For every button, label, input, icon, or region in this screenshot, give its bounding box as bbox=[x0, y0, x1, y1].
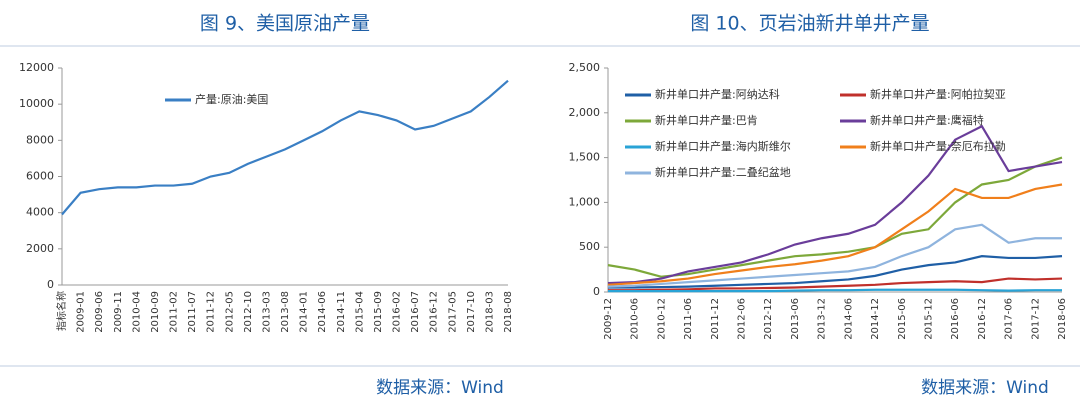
x-tick-label: 2016-07 bbox=[410, 291, 421, 333]
y-tick-label: 2000 bbox=[26, 242, 54, 255]
x-tick-label: 2017-12 bbox=[1030, 298, 1041, 340]
x-tick-label: 2015-09 bbox=[373, 291, 384, 333]
legend-label: 新井单口井产量:阿纳达科 bbox=[655, 87, 780, 101]
series-line bbox=[607, 156, 1063, 278]
x-tick-label: 2010-09 bbox=[150, 291, 161, 333]
x-tick-label: 2017-05 bbox=[447, 291, 458, 333]
y-tick-label: 8000 bbox=[26, 133, 54, 146]
x-tick-label: 2018-03 bbox=[484, 291, 495, 333]
x-tick-label: 2014-01 bbox=[299, 291, 310, 333]
x-tick-label: 2014-11 bbox=[336, 291, 347, 333]
chart-title: 图 10、页岩油新井单井产量 bbox=[690, 13, 929, 35]
x-tick-label: 2016-12 bbox=[429, 291, 440, 333]
x-tick-label: 2010-04 bbox=[131, 291, 142, 333]
legend-label: 新井单口井产量:二叠纪盆地 bbox=[655, 165, 791, 179]
x-tick-label: 2012-05 bbox=[224, 291, 235, 333]
y-tick-label: 1,000 bbox=[569, 195, 601, 208]
x-tick-label: 2010-12 bbox=[656, 298, 667, 340]
legend-label: 产量:原油:美国 bbox=[195, 92, 268, 106]
x-tick-label: 2012-06 bbox=[737, 298, 748, 340]
series-line bbox=[607, 124, 1063, 285]
x-tick-label: 2017-10 bbox=[466, 291, 477, 333]
series-line bbox=[608, 277, 1063, 292]
chart-title: 图 9、美国原油产量 bbox=[200, 13, 370, 35]
series-line bbox=[608, 288, 1062, 293]
y-tick-label: 2,500 bbox=[569, 61, 601, 74]
x-tick-label: 2013-03 bbox=[261, 291, 272, 333]
x-tick-label: 2011-02 bbox=[169, 291, 180, 333]
y-tick-label: 10000 bbox=[19, 97, 54, 110]
series-line bbox=[607, 223, 1062, 288]
x-tick-label: 2009-06 bbox=[94, 291, 105, 333]
x-tick-label: 2015-04 bbox=[354, 291, 365, 333]
legend-label: 新井单口井产量:阿帕拉契亚 bbox=[870, 87, 1006, 101]
x-tick-label: 2013-06 bbox=[790, 298, 801, 340]
series-line bbox=[607, 183, 1063, 286]
x-tick-label: 2014-12 bbox=[870, 298, 881, 340]
x-tick-label: 2012-10 bbox=[243, 291, 254, 333]
source: 数据来源：Wind bbox=[376, 378, 504, 398]
x-tick-label: 2011-12 bbox=[206, 291, 217, 333]
x-tick-label: 2014-06 bbox=[843, 298, 854, 340]
legend-label: 新井单口井产量:奈厄布拉勒 bbox=[870, 139, 1006, 153]
legend-label: 新井单口井产量:鹰福特 bbox=[870, 113, 984, 127]
y-tick-label: 6000 bbox=[26, 170, 54, 183]
x-tick-label: 2015-12 bbox=[923, 298, 934, 340]
x-tick-label: 2014-06 bbox=[317, 291, 328, 333]
y-tick-label: 12000 bbox=[19, 61, 54, 74]
x-tick-label: 2015-06 bbox=[897, 298, 908, 340]
x-tick-label: 2009-11 bbox=[113, 291, 124, 333]
x-tick-label: 2009-01 bbox=[76, 291, 87, 333]
x-tick-label: 2011-07 bbox=[187, 291, 198, 333]
series-line bbox=[608, 255, 1063, 289]
series-line bbox=[61, 79, 509, 216]
x-tick-label: 2016-02 bbox=[392, 291, 403, 333]
x-tick-label: 2018-08 bbox=[503, 291, 514, 333]
x-tick-label: 2010-06 bbox=[630, 298, 641, 340]
source: 数据来源：Wind bbox=[921, 378, 1049, 398]
legend-label: 新井单口井产量:海内斯维尔 bbox=[655, 139, 791, 153]
x-tick-label: 2018-06 bbox=[1057, 298, 1068, 340]
y-tick-label: 0 bbox=[593, 285, 600, 298]
x-tick-label: 2017-06 bbox=[1004, 298, 1015, 340]
x-tick-label: 2011-12 bbox=[710, 298, 721, 340]
x-tick-label: 2016-12 bbox=[977, 298, 988, 340]
x-tick-label: 2009-12 bbox=[603, 298, 614, 340]
x-tick-label: 指标名称 bbox=[55, 291, 68, 331]
x-tick-label: 2013-12 bbox=[817, 298, 828, 340]
y-tick-label: 1,500 bbox=[569, 151, 601, 164]
y-tick-label: 4000 bbox=[26, 206, 54, 219]
x-tick-label: 2011-06 bbox=[683, 298, 694, 340]
x-tick-label: 2016-06 bbox=[950, 298, 961, 340]
x-tick-label: 2013-08 bbox=[280, 291, 291, 333]
y-tick-label: 2,000 bbox=[569, 106, 601, 119]
y-tick-label: 0 bbox=[47, 278, 54, 291]
y-tick-label: 500 bbox=[579, 240, 600, 253]
x-tick-label: 2012-12 bbox=[763, 298, 774, 340]
legend-label: 新井单口井产量:巴肯 bbox=[655, 113, 758, 127]
